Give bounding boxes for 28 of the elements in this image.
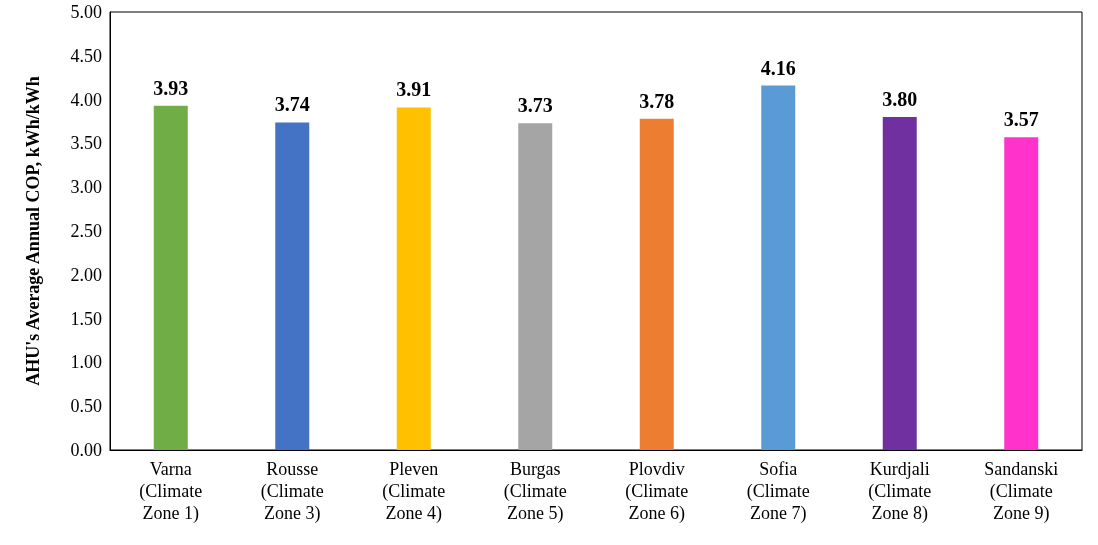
y-tick-label: 0.00 (70, 440, 102, 460)
data-label: 4.16 (760, 56, 796, 79)
y-tick-label: 3.00 (70, 177, 102, 198)
data-label: 3.78 (639, 89, 675, 112)
x-tick-label: Burgas (Climate Zone 5) (503, 459, 567, 524)
x-tick-label: Plovdiv (Climate Zone 6) (625, 459, 689, 524)
y-tick-label: 0.50 (70, 396, 102, 417)
y-tick-label: 5.00 (70, 2, 102, 22)
y-tick-label: 4.00 (70, 89, 102, 110)
data-label: 3.57 (1003, 108, 1039, 131)
y-axis-title: AHU's Average Annual COP, kWh/kWh (23, 76, 43, 386)
data-label: 3.91 (396, 78, 432, 101)
data-label: 3.93 (153, 76, 189, 99)
data-label: 3.80 (882, 88, 918, 111)
x-tick-label: Varna (Climate Zone 1) (139, 459, 203, 524)
x-tick-label: Rousse (Climate Zone 3) (260, 459, 324, 524)
data-label: 3.74 (274, 93, 310, 116)
y-tick-label: 1.50 (70, 308, 102, 329)
y-tick-label: 1.00 (70, 352, 102, 373)
y-tick-label: 3.50 (70, 133, 102, 154)
data-label: 3.73 (517, 94, 553, 117)
y-tick-label: 2.50 (70, 221, 102, 241)
y-tick-label: 2.00 (70, 264, 102, 285)
x-tick-label: Sofia (Climate Zone 7) (746, 459, 810, 524)
x-tick-label: Kurdjali (Climate Zone 8) (868, 459, 932, 524)
x-tick-label: Pleven (Climate Zone 4) (382, 459, 446, 524)
x-tick-label: Sandanski (Climate Zone 9) (984, 459, 1059, 524)
y-tick-label: 4.50 (70, 45, 102, 66)
